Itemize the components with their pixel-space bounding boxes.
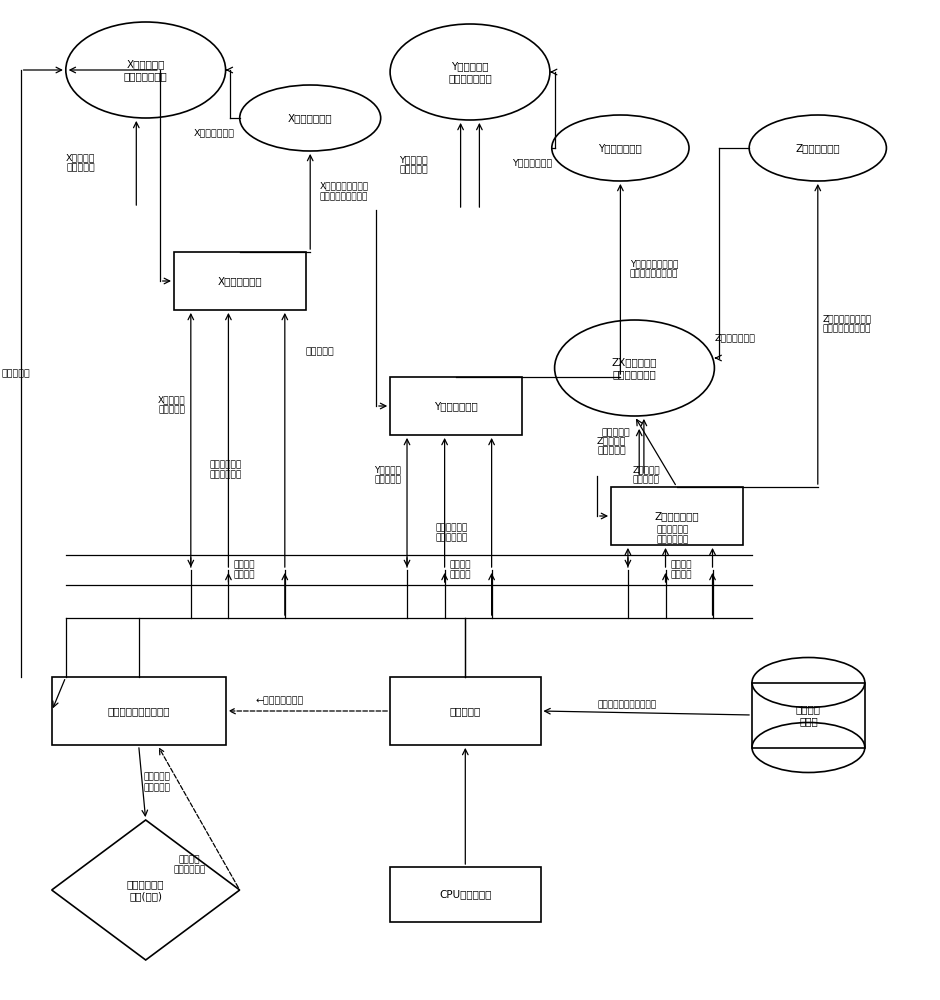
Text: Z轴均值滤波器: Z轴均值滤波器 [654,511,699,521]
Text: 注册三轴
加速度传感器: 注册三轴 加速度传感器 [173,855,205,875]
Text: 滤波算法
选择指令: 滤波算法 选择指令 [233,560,255,580]
Text: Z轴数据缓存器: Z轴数据缓存器 [795,143,840,153]
Text: 滤波算法
选择指令: 滤波算法 选择指令 [670,560,692,580]
Text: 缓冲器长度: 缓冲器长度 [2,369,31,378]
Text: Y轴加速度
采样点数据: Y轴加速度 采样点数据 [374,465,401,485]
Text: 缓冲器长度: 缓冲器长度 [306,348,335,357]
Text: 轴向数据滤波
开关控制指令: 轴向数据滤波 开关控制指令 [435,523,467,543]
Text: CPU负载监视器: CPU负载监视器 [439,890,492,900]
Text: 三轴加速度传
感器(外部): 三轴加速度传 感器(外部) [127,879,164,901]
Text: X轴邻域数据集: X轴邻域数据集 [194,128,234,137]
Text: 加速度传感数据采集器: 加速度传感数据采集器 [107,706,170,716]
Text: X轴邻域数据
变长环形缓冲器: X轴邻域数据 变长环形缓冲器 [124,59,167,81]
Text: Y轴数据缓存器: Y轴数据缓存器 [599,143,642,153]
Text: Z轴邻域数据集: Z轴邻域数据集 [715,334,756,342]
Text: 运动模板
数据库: 运动模板 数据库 [796,704,821,726]
Text: Z轴加速度采样点滤
波后数据或原始数据: Z轴加速度采样点滤 波后数据或原始数据 [822,314,871,334]
Text: Y轴邻域数据
变长环形缓冲器: Y轴邻域数据 变长环形缓冲器 [448,61,492,83]
Text: 缓冲器长度: 缓冲器长度 [602,428,631,438]
Text: Z轴加速度
采样点数据: Z轴加速度 采样点数据 [597,436,626,456]
Text: X轴均值滤波器: X轴均值滤波器 [217,276,262,286]
Text: ←停止数据采集－: ←停止数据采集－ [256,696,304,706]
Text: 轴向数据滤波
开关控制指令: 轴向数据滤波 开关控制指令 [656,525,688,545]
Text: Y轴邻域数据集: Y轴邻域数据集 [512,158,552,167]
Text: 三轴加速度
采样点数据: 三轴加速度 采样点数据 [143,773,170,792]
Text: Y轴加速度
采样点数据: Y轴加速度 采样点数据 [400,155,429,175]
Text: 滤波算法
选择指令: 滤波算法 选择指令 [449,560,471,580]
Text: ZX轴邻域数据
变长环形缓冲器: ZX轴邻域数据 变长环形缓冲器 [612,357,657,379]
Text: X轴数据缓存器: X轴数据缓存器 [288,113,333,123]
Text: 滤波控制器: 滤波控制器 [449,706,481,716]
Text: Y轴加速度采样点滤
波后数据或原始数据: Y轴加速度采样点滤 波后数据或原始数据 [630,259,678,279]
Text: Z轴加速度
采样点数据: Z轴加速度 采样点数据 [633,465,660,485]
Text: Y轴均值滤波器: Y轴均值滤波器 [434,401,478,411]
Text: 当前训练模板的闲置轴向: 当前训练模板的闲置轴向 [598,700,657,710]
Text: X轴加速度
采样点数据: X轴加速度 采样点数据 [158,395,185,415]
Text: 轴向数据滤波
开关控制指令: 轴向数据滤波 开关控制指令 [210,460,242,480]
Text: X轴加速度
采样点数据: X轴加速度 采样点数据 [66,153,95,173]
Text: X轴加速度采样点滤
波后数据或原始数据: X轴加速度采样点滤 波后数据或原始数据 [320,182,368,201]
